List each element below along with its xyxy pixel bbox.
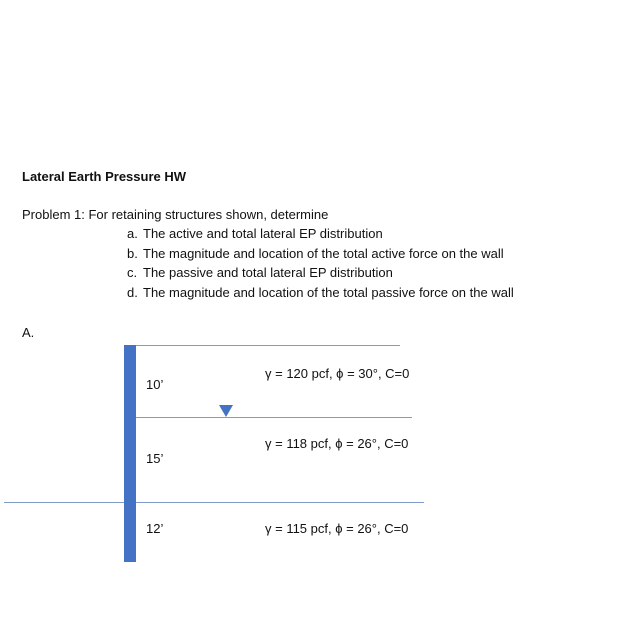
layer-thickness: 15’ xyxy=(146,451,164,466)
item-letter: b. xyxy=(127,246,138,261)
list-item: The active and total lateral EP distribu… xyxy=(143,226,383,241)
ground-surface-line xyxy=(136,345,400,346)
problem-statement: Problem 1: For retaining structures show… xyxy=(22,207,329,222)
title: Lateral Earth Pressure HW xyxy=(22,169,187,184)
retaining-wall xyxy=(124,345,136,562)
item-letter: a. xyxy=(127,226,138,241)
item-letter: c. xyxy=(127,265,138,280)
list-item: The magnitude and location of the total … xyxy=(143,285,514,300)
list-item: The magnitude and location of the total … xyxy=(143,246,504,261)
excavation-level-line xyxy=(4,502,424,503)
list-item: The passive and total lateral EP distrib… xyxy=(143,265,393,280)
layer-thickness: 10’ xyxy=(146,377,164,392)
layer-properties: γ = 115 pcf, ϕ = 26°, C=0 xyxy=(265,521,409,536)
water-table-icon xyxy=(219,405,233,417)
part-label: A. xyxy=(22,325,35,340)
layer-thickness: 12’ xyxy=(146,521,164,536)
water-table-line xyxy=(136,417,412,418)
layer-properties: γ = 120 pcf, ϕ = 30°, C=0 xyxy=(265,366,410,381)
layer-properties: γ = 118 pcf, ϕ = 26°, C=0 xyxy=(265,436,409,451)
item-letter: d. xyxy=(127,285,138,300)
